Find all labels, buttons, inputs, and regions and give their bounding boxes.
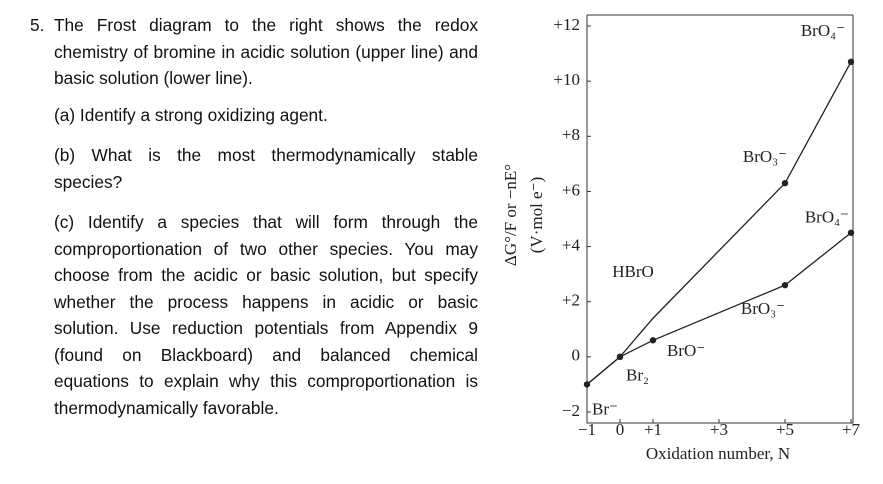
question-part: (a) Identify a strong oxidizing agent. [54,104,328,125]
question-part: (b) What is the most thermodynamically s… [54,145,478,192]
y-tick-label: +6 [562,180,580,199]
species-point [847,229,855,236]
x-tick-label: +5 [776,420,794,439]
x-tick-label: +3 [710,420,728,439]
question-part: (c) Identify a species that will form th… [54,212,478,418]
species-point [847,58,855,66]
y-tick-label: +4 [562,235,581,254]
y-tick-label: +10 [553,70,580,89]
question-stem: The Frost diagram to the right shows the… [54,15,478,88]
y-tick-label: −2 [562,401,580,420]
species-label: Br⁻ [592,399,618,418]
species-label: BrO₄⁻ [805,208,849,227]
y-tick-label: +2 [562,291,580,310]
x-tick-label: −1 [578,420,596,439]
y-tick-label: +8 [562,125,580,144]
species-label: Br₂ [626,366,649,385]
x-axis-title: Oxidation number, N [646,444,790,463]
species-label: BrO₄⁻ [801,21,845,40]
plot-frame [586,14,854,424]
species-point [616,353,624,361]
redox-line [586,232,852,385]
species-label: BrO⁻ [667,341,705,360]
x-tick-label: +7 [842,420,861,439]
species-label: BrO₃⁻ [741,299,785,318]
x-tick-label: +1 [644,420,662,439]
y-tick-label: +12 [553,15,580,34]
y-tick-label: 0 [572,346,581,365]
question-number: 5. [30,15,45,35]
y-axis-unit: (V·mol e⁻) [527,177,546,253]
question: 5. The Frost diagram to the right shows … [30,12,478,435]
species-label: HBrO [612,262,654,281]
species-label: BrO₃⁻ [743,147,787,166]
x-tick-label: 0 [616,420,625,439]
y-axis-title: ΔG°/F or −nE° [501,164,520,266]
species-point [781,179,789,187]
species-point [781,281,789,289]
species-point [649,337,657,344]
